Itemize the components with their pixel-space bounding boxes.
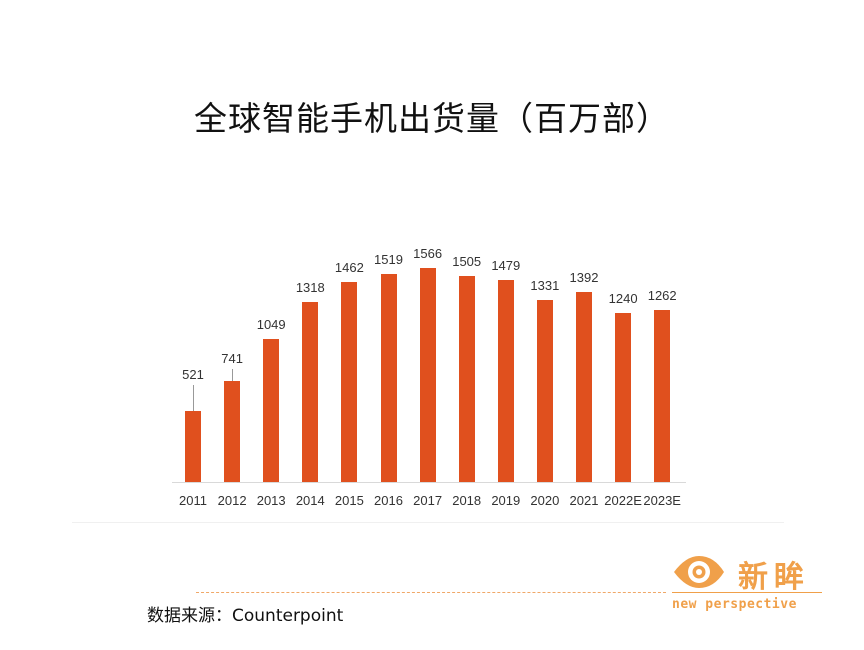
- bar-2019: [497, 279, 514, 482]
- x-tick-label: 2018: [452, 493, 482, 508]
- data-label: 1392: [569, 269, 599, 285]
- bar-2021: [576, 291, 592, 482]
- data-label: 1519: [374, 252, 403, 268]
- x-tick-label: 2014: [295, 493, 325, 508]
- data-label: 1331: [530, 278, 560, 294]
- x-tick-label: 2023E: [643, 493, 681, 508]
- x-tick-label: 2015: [334, 493, 364, 508]
- x-tick-label: 2016: [374, 493, 403, 508]
- data-label: 741: [221, 350, 243, 366]
- bar-2013: [263, 338, 280, 482]
- x-tick-label: 2013: [256, 493, 286, 508]
- x-tick-label: 2017: [413, 493, 443, 508]
- eye-icon: [670, 554, 728, 594]
- x-tick-label: 2022E: [604, 493, 642, 508]
- data-label: 1240: [608, 290, 638, 306]
- bar-2018: [458, 276, 475, 482]
- x-tick-label: 2021: [569, 493, 599, 508]
- logo-rule: [672, 592, 822, 593]
- x-axis-line: [172, 482, 686, 483]
- data-label: 1566: [413, 246, 443, 261]
- logo-text-cn: 新眸: [738, 560, 810, 595]
- bar-2011: [185, 410, 201, 482]
- x-tick-label: 2011: [179, 493, 207, 508]
- data-label: 521: [182, 366, 204, 382]
- bar-2023E: [654, 309, 671, 482]
- x-tick-label: 2020: [530, 493, 560, 508]
- brand-logo: 新眸 new perspective: [670, 552, 830, 614]
- logo-text-en: new perspective: [672, 597, 797, 612]
- bar-2015: [341, 282, 358, 482]
- data-label: 1049: [256, 316, 286, 332]
- bar-2016: [380, 274, 397, 482]
- bar-2020: [536, 300, 553, 482]
- data-label: 1318: [295, 279, 325, 295]
- data-source: 数据来源：Counterpoint: [147, 606, 344, 626]
- data-label: 1462: [334, 260, 364, 276]
- data-label: 1505: [452, 254, 482, 270]
- label-leader-line: [232, 368, 234, 381]
- bar-2012: [224, 380, 241, 482]
- data-label: 1479: [491, 257, 521, 273]
- divider: [72, 522, 784, 523]
- bar-2022E: [615, 312, 632, 482]
- dashed-divider: [196, 592, 666, 593]
- bar-2017: [419, 268, 436, 482]
- data-label: 1262: [647, 287, 677, 303]
- x-tick-label: 2019: [491, 493, 521, 508]
- x-tick-label: 2012: [217, 493, 247, 508]
- bar-2014: [302, 301, 319, 482]
- label-leader-line: [193, 384, 194, 411]
- chart-title: 全球智能手机出货量（百万部）: [194, 99, 670, 138]
